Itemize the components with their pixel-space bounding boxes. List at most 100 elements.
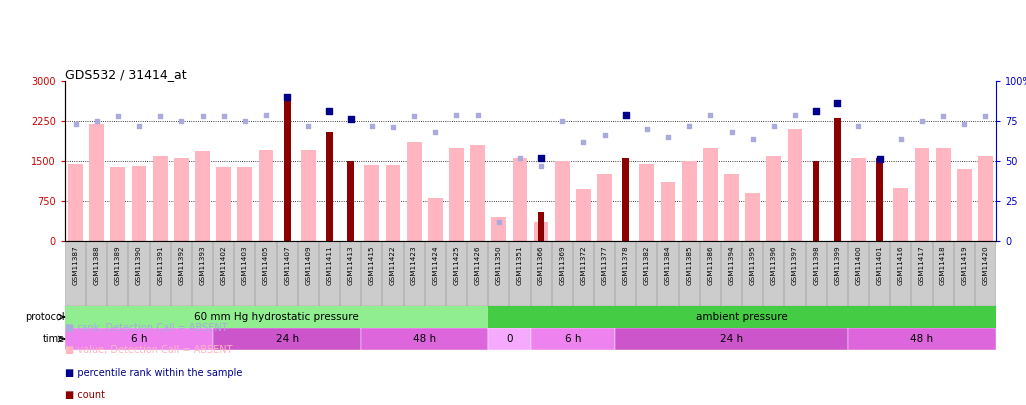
Bar <box>616 328 847 350</box>
Text: GSM11395: GSM11395 <box>750 245 756 285</box>
Bar <box>326 132 332 241</box>
Bar <box>555 161 569 241</box>
Bar <box>703 148 718 241</box>
Text: GSM11420: GSM11420 <box>983 245 988 285</box>
Text: GSM11382: GSM11382 <box>644 245 649 285</box>
Point <box>871 156 887 163</box>
Bar <box>616 241 636 306</box>
Text: GSM11415: GSM11415 <box>368 245 374 285</box>
Point <box>237 118 253 124</box>
Bar <box>975 241 996 306</box>
Bar <box>851 158 866 241</box>
Text: ■ rank, Detection Call = ABSENT: ■ rank, Detection Call = ABSENT <box>65 323 228 333</box>
Point <box>258 111 274 118</box>
Point <box>406 113 423 119</box>
Bar <box>936 148 950 241</box>
Bar <box>682 161 697 241</box>
Bar <box>150 241 170 306</box>
Point <box>448 111 465 118</box>
Point <box>194 113 210 119</box>
Bar <box>153 156 167 241</box>
Bar <box>68 164 83 241</box>
Bar <box>594 241 616 306</box>
Point <box>618 111 634 118</box>
Bar <box>954 241 975 306</box>
Bar <box>658 241 678 306</box>
Bar <box>813 161 820 241</box>
Bar <box>661 182 675 241</box>
Bar <box>361 328 488 350</box>
Bar <box>192 241 213 306</box>
Bar <box>298 241 319 306</box>
Bar <box>237 167 252 241</box>
Bar <box>914 148 930 241</box>
Point <box>321 108 338 115</box>
Bar <box>467 241 488 306</box>
Text: GSM11425: GSM11425 <box>453 245 460 285</box>
Point <box>638 126 655 132</box>
Text: GSM11389: GSM11389 <box>115 245 121 285</box>
Bar <box>361 241 383 306</box>
Text: GSM11388: GSM11388 <box>93 245 100 285</box>
Bar <box>552 241 573 306</box>
Bar <box>805 241 827 306</box>
Text: GSM11396: GSM11396 <box>771 245 777 285</box>
Point <box>279 94 295 100</box>
Bar <box>128 241 150 306</box>
Bar <box>834 118 840 241</box>
Point <box>576 139 592 145</box>
Text: GSM11411: GSM11411 <box>326 245 332 285</box>
Bar <box>847 241 869 306</box>
Bar <box>869 241 891 306</box>
Text: GSM11378: GSM11378 <box>623 245 629 285</box>
Point <box>385 124 401 131</box>
Point <box>723 129 740 135</box>
Text: protocol: protocol <box>25 312 65 322</box>
Bar <box>724 174 739 241</box>
Point <box>893 135 909 142</box>
Text: 48 h: 48 h <box>413 334 436 344</box>
Bar <box>111 167 125 241</box>
Text: GSM11413: GSM11413 <box>348 245 354 285</box>
Bar <box>403 241 425 306</box>
Point <box>914 118 931 124</box>
Text: GSM11419: GSM11419 <box>961 245 968 285</box>
Point <box>215 113 232 119</box>
Bar <box>957 169 972 241</box>
Bar <box>386 165 400 241</box>
Bar <box>978 156 993 241</box>
Bar <box>513 158 527 241</box>
Bar <box>446 241 467 306</box>
Point <box>512 155 528 161</box>
Point <box>469 111 485 118</box>
Point <box>554 118 570 124</box>
Text: 6 h: 6 h <box>130 334 148 344</box>
Bar <box>827 241 847 306</box>
Bar <box>470 145 485 241</box>
Text: GSM11399: GSM11399 <box>834 245 840 285</box>
Text: GSM11417: GSM11417 <box>919 245 925 285</box>
Text: GSM11403: GSM11403 <box>242 245 248 285</box>
Bar <box>383 241 403 306</box>
Bar <box>894 188 908 241</box>
Text: GSM11422: GSM11422 <box>390 245 396 285</box>
Text: 60 mm Hg hydrostatic pressure: 60 mm Hg hydrostatic pressure <box>194 312 359 322</box>
Bar <box>340 241 361 306</box>
Text: 6 h: 6 h <box>564 334 581 344</box>
Text: ■ value, Detection Call = ABSENT: ■ value, Detection Call = ABSENT <box>65 345 233 356</box>
Text: GSM11366: GSM11366 <box>538 245 544 285</box>
Text: GSM11377: GSM11377 <box>601 245 607 285</box>
Point <box>427 129 443 135</box>
Bar <box>277 241 298 306</box>
Bar <box>788 129 802 241</box>
Bar <box>911 241 933 306</box>
Bar <box>766 156 781 241</box>
Bar <box>319 241 340 306</box>
Point <box>851 123 867 129</box>
Point <box>681 123 698 129</box>
Bar <box>255 241 277 306</box>
Bar <box>174 158 189 241</box>
Text: GSM11418: GSM11418 <box>940 245 946 285</box>
Text: time: time <box>42 334 65 344</box>
Text: GSM11407: GSM11407 <box>284 245 290 285</box>
